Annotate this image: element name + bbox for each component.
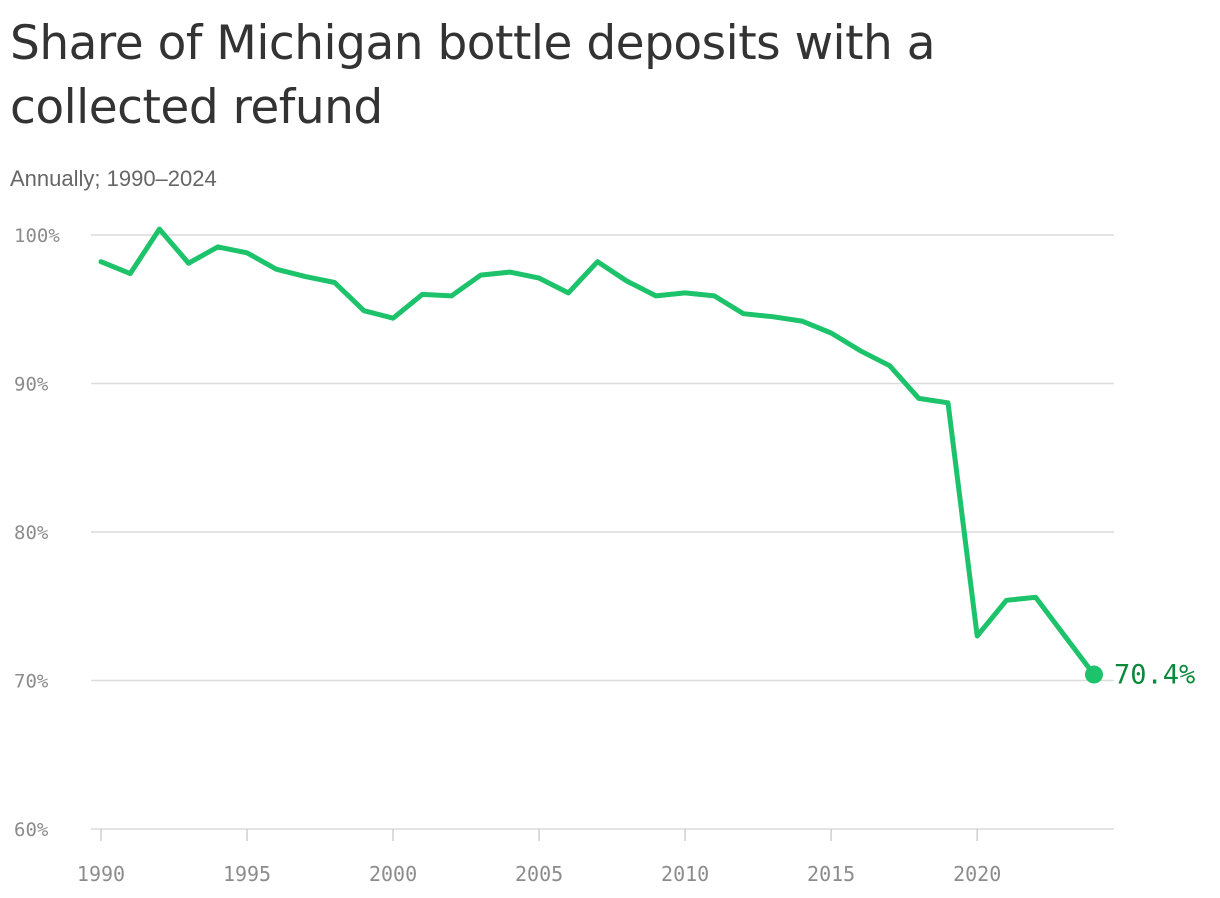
x-axis-ticks: 1990 1995 2000 2005 2010 2015 2020	[77, 829, 1001, 886]
x-tick-label: 2010	[661, 862, 709, 886]
y-tick-label: 100%	[14, 225, 60, 247]
x-tick-label: 2000	[369, 862, 417, 886]
y-tick-label: 80%	[14, 522, 49, 544]
x-tick-label: 2015	[807, 862, 855, 886]
y-axis-ticks: 100% 90% 80% 70% 60%	[14, 225, 60, 841]
chart-subtitle: Annually; 1990–2024	[10, 166, 217, 191]
end-point-marker	[1085, 665, 1103, 684]
gridlines	[91, 234, 1114, 830]
series-line	[98, 226, 1097, 678]
chart-title: Share of Michigan bottle deposits with a…	[10, 16, 936, 135]
y-tick-label: 70%	[14, 671, 49, 693]
y-tick-label: 60%	[14, 819, 49, 841]
series-refund-share: 70.4%	[98, 226, 1195, 691]
end-value-label: 70.4%	[1114, 660, 1195, 691]
y-tick-label: 90%	[14, 374, 49, 396]
x-tick-label: 1990	[77, 862, 125, 886]
x-tick-label: 2020	[953, 862, 1001, 886]
x-tick-label: 1995	[223, 862, 271, 886]
x-tick-label: 2005	[515, 862, 563, 886]
